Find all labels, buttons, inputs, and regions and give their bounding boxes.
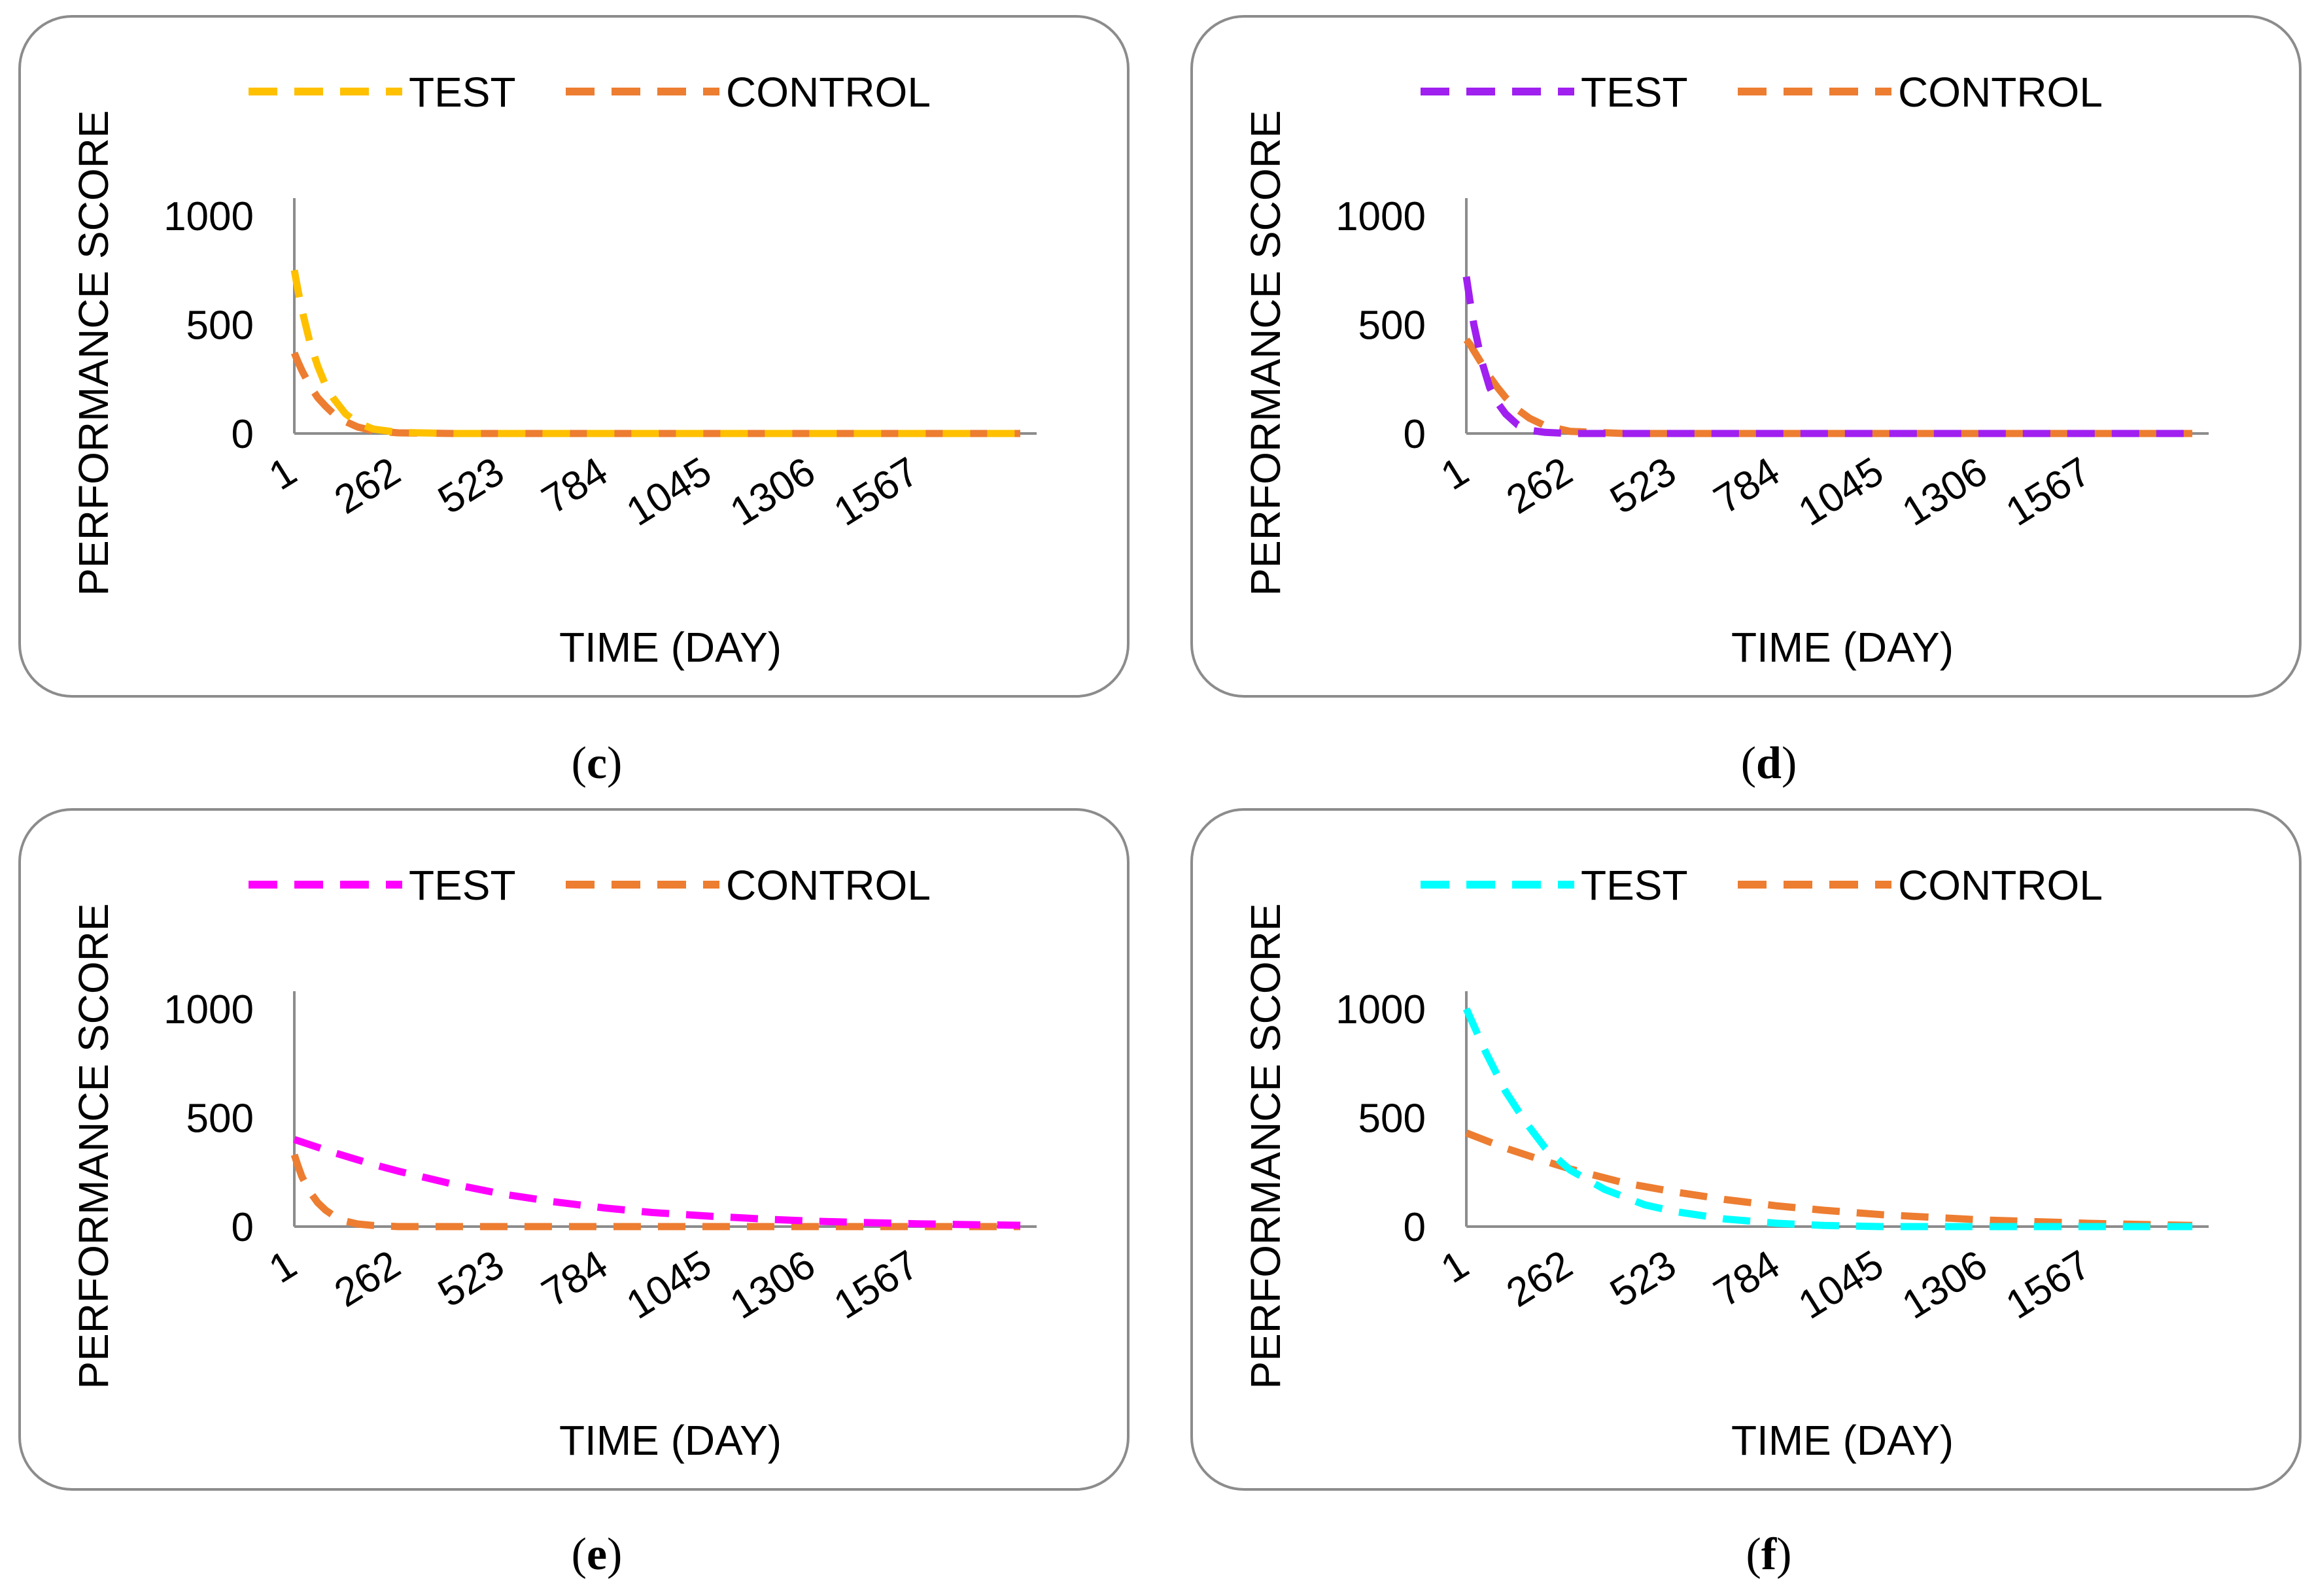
panel-frame [1190,15,2302,698]
y-tick-label: 1000 [164,194,254,239]
legend: TEST CONTROL [1421,862,2103,909]
y-axis-title: PERFORMANCE SCORE [70,903,117,1389]
series-line-control [290,1153,1020,1231]
y-tick-label: 0 [232,412,254,457]
y-tick-label: 1000 [1336,987,1426,1032]
series-line-control [1465,1129,2193,1229]
panel-caption-c: (c) [572,738,623,789]
series-line-control [1463,337,2192,437]
legend-label-test: TEST [409,69,516,116]
y-tick-label: 1000 [164,987,254,1032]
series-line-test [290,269,1020,437]
legend-label-control: CONTROL [1898,862,2103,909]
y-tick-label: 0 [1404,1205,1426,1250]
x-axis-title: TIME (DAY) [559,624,782,671]
panel-frame [18,808,1130,1491]
y-tick-label: 0 [232,1205,254,1250]
legend-label-control: CONTROL [1898,69,2103,116]
series-line-test [1462,1007,2192,1231]
y-tick-label: 500 [1358,1096,1426,1142]
y-tick-label: 500 [186,1096,254,1142]
legend: TEST CONTROL [249,69,931,116]
y-tick-label: 500 [1358,303,1426,348]
x-axis-title: TIME (DAY) [1731,624,1954,671]
x-axis-title: TIME (DAY) [559,1417,782,1464]
panel-frame [18,15,1130,698]
y-axis-title: PERFORMANCE SCORE [1242,110,1289,596]
panel-caption-d: (d) [1741,738,1797,789]
legend-label-test: TEST [409,862,516,909]
panel-caption-e: (e) [572,1529,623,1580]
legend-label-test: TEST [1581,69,1688,116]
y-tick-label: 1000 [1336,194,1426,239]
y-axis-title: PERFORMANCE SCORE [70,110,117,596]
legend: TEST CONTROL [1421,69,2103,116]
y-tick-label: 0 [1404,412,1426,457]
legend: TEST CONTROL [249,862,931,909]
y-tick-label: 500 [186,303,254,348]
x-axis-title: TIME (DAY) [1731,1417,1954,1464]
y-axis-title: PERFORMANCE SCORE [1242,903,1289,1389]
legend-label-control: CONTROL [726,862,931,909]
panel-caption-f: (f) [1746,1529,1792,1580]
legend-label-control: CONTROL [726,69,931,116]
panel-frame [1190,808,2302,1491]
series-line-test [1462,276,2192,437]
series-line-test [293,1136,1021,1229]
legend-label-test: TEST [1581,862,1688,909]
